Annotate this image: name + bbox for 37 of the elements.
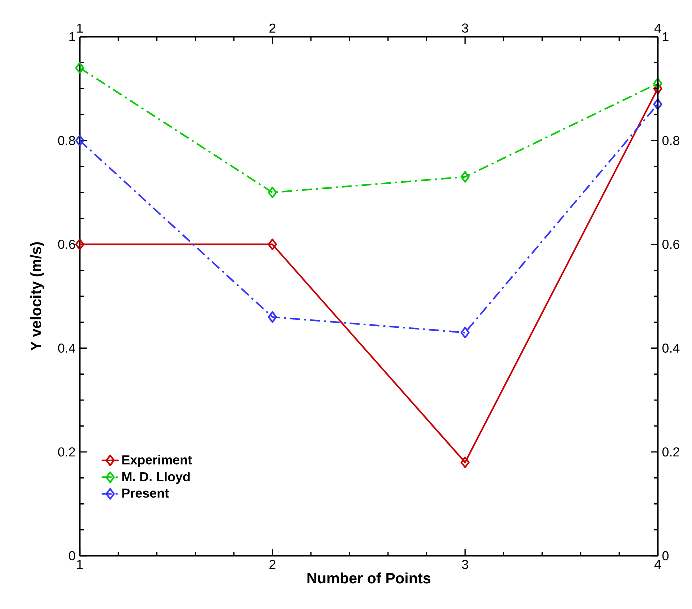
point bbox=[460, 327, 470, 339]
x-tick-label: 1 bbox=[77, 24, 83, 33]
x2-tick-label: 1 bbox=[77, 560, 83, 570]
point bbox=[75, 62, 85, 74]
x-tick-label: 4 bbox=[654, 24, 662, 33]
legend-label: M. D. Lloyd bbox=[122, 472, 190, 484]
legend-label: Present bbox=[122, 488, 170, 498]
point bbox=[653, 83, 663, 95]
x2-tick-label: 4 bbox=[654, 560, 662, 570]
y-tick-label: 0.8 bbox=[58, 136, 76, 146]
point bbox=[460, 456, 470, 468]
point bbox=[75, 238, 85, 250]
point bbox=[653, 78, 663, 90]
y-axis-title: Y velocity (m/s) bbox=[30, 242, 44, 352]
x-axis-title: Number of Points bbox=[308, 572, 431, 584]
point bbox=[268, 186, 278, 198]
point bbox=[75, 134, 85, 147]
y-tick-label: 1 bbox=[70, 32, 76, 42]
point bbox=[653, 98, 663, 110]
y2-tick-label: 1 bbox=[663, 32, 669, 42]
point bbox=[460, 171, 470, 183]
x2-tick-label: 3 bbox=[462, 560, 468, 570]
x-tick-label: 2 bbox=[270, 24, 276, 33]
y2-tick-label: 0.2 bbox=[662, 448, 680, 457]
x2-tick-label: 2 bbox=[270, 560, 276, 570]
point bbox=[268, 311, 278, 324]
y-tick-label: 0.2 bbox=[58, 448, 76, 457]
y2-tick-label: 0 bbox=[662, 551, 669, 561]
y2-tick-label: 0.4 bbox=[662, 344, 680, 353]
y2-tick-label: 0.6 bbox=[662, 240, 680, 250]
y2-tick-label: 0.8 bbox=[662, 136, 680, 146]
y-tick-label: 0 bbox=[69, 551, 76, 561]
y-tick-label: 0.4 bbox=[58, 344, 76, 353]
legend-label: Experiment bbox=[122, 455, 192, 468]
x-tick-label: 3 bbox=[462, 24, 468, 33]
point bbox=[268, 238, 278, 250]
y-tick-label: 0.6 bbox=[58, 240, 76, 250]
